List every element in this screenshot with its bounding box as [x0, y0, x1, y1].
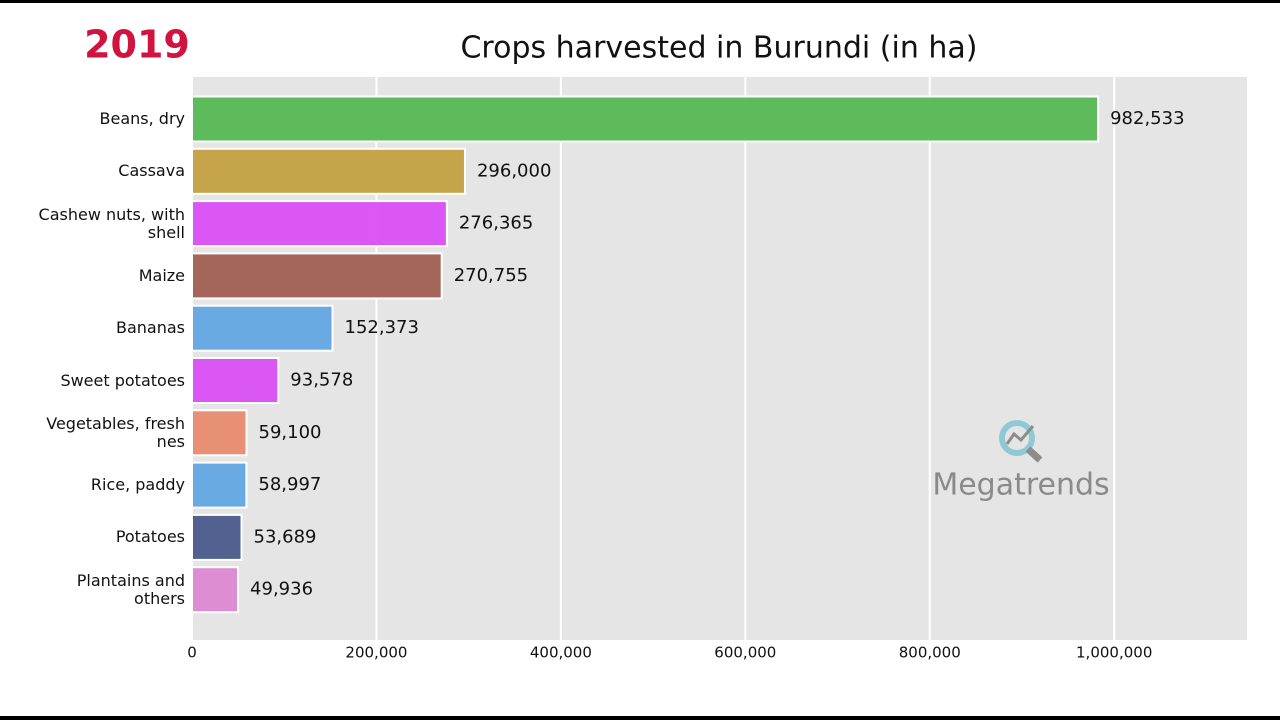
category-label: Cashew nuts, with shell — [38, 204, 185, 242]
value-label: 276,365 — [459, 213, 533, 234]
bar — [191, 566, 240, 614]
bottom-border — [0, 716, 1280, 720]
bar — [191, 409, 248, 457]
year-label: 2019 — [84, 23, 190, 67]
x-tick-label: 1,000,000 — [1076, 644, 1152, 662]
category-label: Beans, dry — [99, 109, 185, 128]
category-label: Sweet potatoes — [60, 370, 185, 390]
value-label: 93,578 — [290, 370, 353, 391]
value-label: 296,000 — [477, 160, 551, 181]
bar — [191, 252, 443, 300]
category-label: Rice, paddy — [90, 475, 185, 495]
value-label: 49,936 — [250, 579, 313, 600]
category-label: Cassava — [118, 161, 185, 181]
bar — [191, 304, 334, 352]
x-tick-label: 400,000 — [530, 644, 592, 662]
category-label: Plantains and others — [76, 570, 185, 608]
bar — [191, 147, 466, 195]
top-border — [0, 0, 1280, 3]
value-label: 53,689 — [254, 526, 317, 547]
value-label: 59,100 — [259, 422, 322, 443]
bar — [191, 461, 248, 509]
category-label: Potatoes — [115, 527, 185, 547]
bar — [191, 200, 448, 248]
x-tick-label: 800,000 — [899, 644, 961, 662]
chart-title: Crops harvested in Burundi (in ha) — [460, 31, 977, 66]
x-tick-label: 200,000 — [345, 644, 407, 662]
watermark: Megatrends — [932, 468, 1109, 503]
watermark-icon — [999, 420, 1043, 463]
bar — [191, 357, 280, 404]
x-tick-label: 0 — [187, 644, 197, 662]
bar — [191, 513, 243, 561]
value-label: 982,533 — [1110, 108, 1184, 129]
category-label: Bananas — [115, 318, 185, 338]
bar — [191, 95, 1100, 143]
category-label: Vegetables, fresh nes — [46, 413, 185, 451]
value-label: 58,997 — [258, 474, 321, 495]
value-label: 152,373 — [345, 317, 419, 338]
category-label: Maize — [138, 265, 185, 285]
plot: 0 200,000 400,000 600,000 800,000 1,000,000 98… — [187, 77, 1185, 662]
x-tick-label: 600,000 — [714, 644, 776, 662]
value-label: 270,755 — [454, 265, 528, 286]
